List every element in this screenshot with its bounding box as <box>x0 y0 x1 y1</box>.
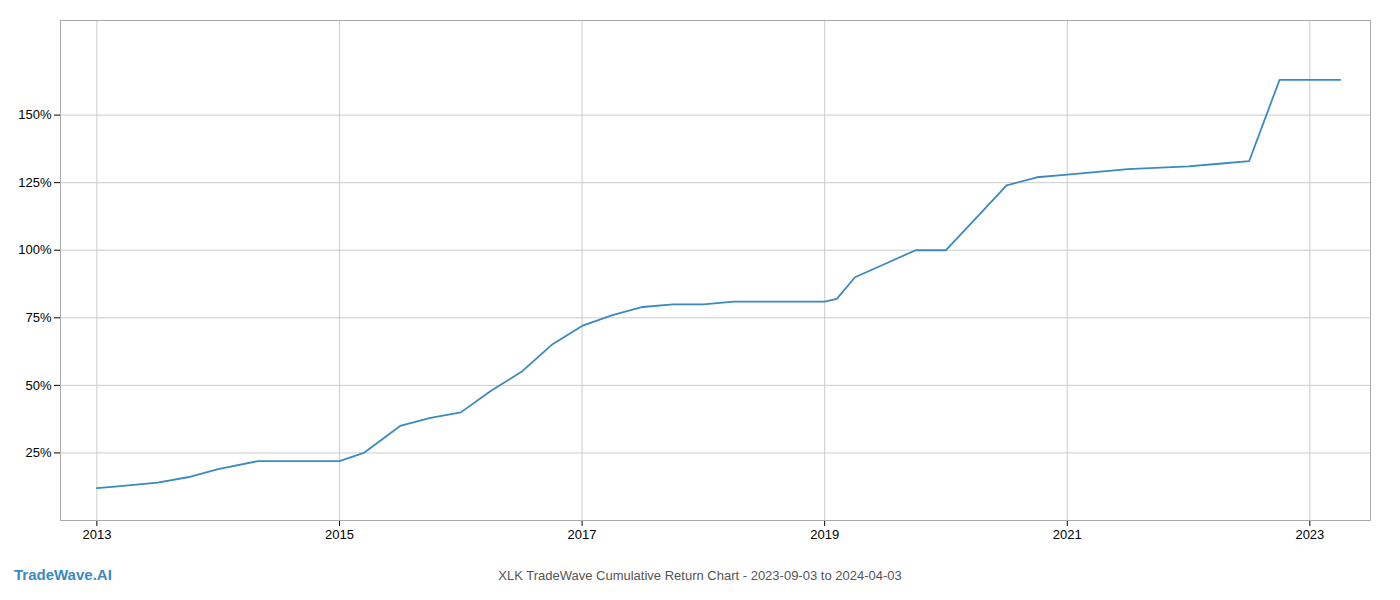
html-text:TradeWave.AI: TradeWave.AI <box>14 566 112 583</box>
svg-text:125%: 125% <box>18 175 52 190</box>
svg-text:2017: 2017 <box>568 527 597 542</box>
svg-text:75%: 75% <box>25 310 51 325</box>
svg-text:150%: 150% <box>18 107 52 122</box>
svg-text:25%: 25% <box>25 445 51 460</box>
svg-text:100%: 100% <box>18 242 52 257</box>
svg-text:50%: 50% <box>25 378 51 393</box>
svg-text:2019: 2019 <box>810 527 839 542</box>
svg-text:2015: 2015 <box>325 527 354 542</box>
svg-text:2023: 2023 <box>1295 527 1324 542</box>
svg-text:2013: 2013 <box>82 527 111 542</box>
html-text:XLK TradeWave Cumulative Retur: XLK TradeWave Cumulative Return Chart - … <box>498 568 902 583</box>
svg-text:2021: 2021 <box>1053 527 1082 542</box>
